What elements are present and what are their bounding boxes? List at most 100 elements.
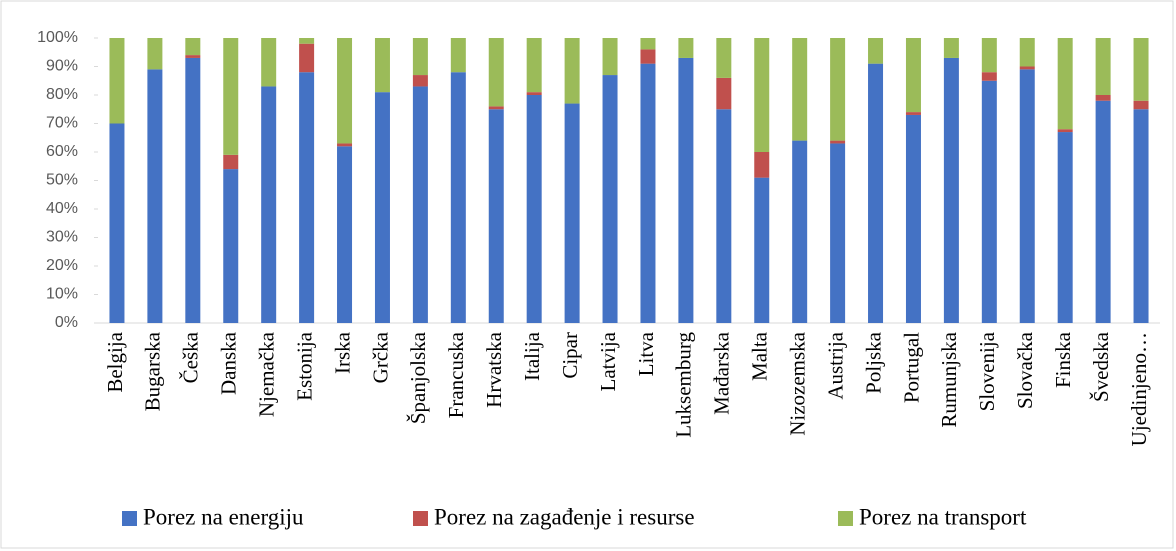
bar-segment bbox=[1133, 38, 1149, 101]
bar-segment bbox=[905, 38, 921, 113]
bar-segment bbox=[943, 57, 959, 323]
y-tick-label: 60% bbox=[46, 143, 78, 160]
x-tick-label: Litva bbox=[634, 331, 658, 376]
bar-segment bbox=[337, 38, 353, 144]
bar-segment bbox=[905, 114, 921, 323]
bar-segment bbox=[1133, 100, 1149, 110]
x-tick-label: Poljska bbox=[861, 331, 885, 394]
x-tick-label: Danska bbox=[217, 331, 241, 395]
bar-segment bbox=[678, 57, 694, 323]
bar-segment bbox=[185, 55, 201, 58]
bar-segment bbox=[640, 63, 656, 324]
bar-segment bbox=[223, 154, 239, 170]
bar-segment bbox=[564, 103, 580, 323]
legend-label: Porez na transport bbox=[859, 504, 1027, 529]
bar-segment bbox=[109, 123, 125, 323]
y-tick-label: 0% bbox=[55, 314, 78, 331]
bar-segment bbox=[564, 38, 580, 104]
y-tick-label: 10% bbox=[46, 286, 78, 303]
x-tick-label: Estonija bbox=[292, 331, 316, 401]
legend-swatch bbox=[122, 511, 137, 526]
bar-segment bbox=[1095, 95, 1111, 101]
bar-segment bbox=[299, 72, 315, 323]
x-tick-label: Slovačka bbox=[1013, 331, 1037, 409]
x-tick-label: Rumunjska bbox=[937, 331, 961, 427]
legend-swatch bbox=[838, 511, 853, 526]
x-tick-label: Malta bbox=[748, 331, 772, 381]
bar-segment bbox=[1057, 132, 1073, 323]
bar-segment bbox=[488, 106, 504, 110]
bar-segment bbox=[868, 38, 884, 64]
bar-segment bbox=[792, 38, 808, 141]
x-tick-label: Cipar bbox=[558, 332, 582, 379]
bar-segment bbox=[754, 177, 770, 323]
bar-segment bbox=[792, 140, 808, 323]
y-tick-label: 50% bbox=[46, 172, 78, 189]
x-tick-label: Belgija bbox=[103, 331, 127, 392]
bar-segment bbox=[450, 72, 466, 323]
bar-segment bbox=[1133, 109, 1149, 323]
bar-segment bbox=[678, 38, 694, 58]
x-tick-label: Ujedinjeno… bbox=[1127, 332, 1151, 446]
bar-segment bbox=[412, 86, 428, 323]
bar-segment bbox=[830, 38, 846, 141]
y-tick-label: 100% bbox=[37, 29, 78, 46]
bar-segment bbox=[223, 38, 239, 155]
x-tick-label: Slovenija bbox=[975, 331, 999, 411]
bar-segment bbox=[374, 38, 390, 93]
bar-segment bbox=[223, 169, 239, 323]
bar-segment bbox=[147, 38, 163, 70]
y-tick-label: 40% bbox=[46, 200, 78, 217]
y-tick-label: 20% bbox=[46, 257, 78, 274]
legend-label: Porez na energiju bbox=[143, 504, 304, 529]
y-tick-label: 80% bbox=[46, 86, 78, 103]
bar-segment bbox=[147, 69, 163, 323]
y-tick-label: 70% bbox=[46, 115, 78, 132]
bar-segment bbox=[1057, 38, 1073, 130]
x-tick-label: Italija bbox=[520, 331, 544, 381]
bar-segment bbox=[450, 38, 466, 73]
bar-segment bbox=[640, 49, 656, 64]
x-tick-label: Latvija bbox=[596, 331, 620, 391]
bar-segment bbox=[299, 38, 315, 44]
bar-segment bbox=[1019, 66, 1035, 70]
x-tick-label: Portugal bbox=[899, 332, 923, 403]
bar-segment bbox=[981, 72, 997, 81]
bar-segment bbox=[488, 109, 504, 323]
bar-segment bbox=[261, 86, 277, 323]
bar-segment bbox=[830, 140, 846, 144]
bar-segment bbox=[640, 38, 656, 50]
bar-segment bbox=[905, 112, 921, 115]
x-tick-label: Austrija bbox=[823, 331, 847, 399]
y-tick-label: 90% bbox=[46, 58, 78, 75]
bar-segment bbox=[185, 38, 201, 56]
legend-swatch bbox=[413, 511, 428, 526]
x-tick-label: Grčka bbox=[368, 331, 392, 383]
bar-segment bbox=[526, 38, 542, 93]
bar-segment bbox=[1057, 129, 1073, 133]
bar-segment bbox=[109, 38, 125, 124]
bar-segment bbox=[1019, 69, 1035, 323]
x-tick-label: Nizozemska bbox=[785, 331, 809, 435]
x-tick-label: Češka bbox=[179, 331, 203, 383]
x-tick-label: Švedska bbox=[1089, 331, 1113, 402]
bar-segment bbox=[337, 143, 353, 147]
bar-segment bbox=[716, 77, 732, 110]
bar-segment bbox=[526, 95, 542, 323]
x-tick-label: Njemačka bbox=[254, 331, 278, 417]
bar-segment bbox=[261, 38, 277, 87]
x-tick-label: Hrvatska bbox=[482, 331, 506, 407]
legend-label: Porez na zagađenje i resurse bbox=[434, 504, 695, 529]
bar-segment bbox=[1095, 38, 1111, 95]
bar-segment bbox=[981, 80, 997, 323]
y-tick-label: 30% bbox=[46, 229, 78, 246]
bar-segment bbox=[602, 75, 618, 323]
bar-segment bbox=[299, 43, 315, 73]
bar-segment bbox=[943, 38, 959, 58]
bar-segment bbox=[412, 38, 428, 76]
bar-segment bbox=[716, 38, 732, 78]
bar-segment bbox=[754, 152, 770, 178]
bar-segment bbox=[412, 75, 428, 87]
